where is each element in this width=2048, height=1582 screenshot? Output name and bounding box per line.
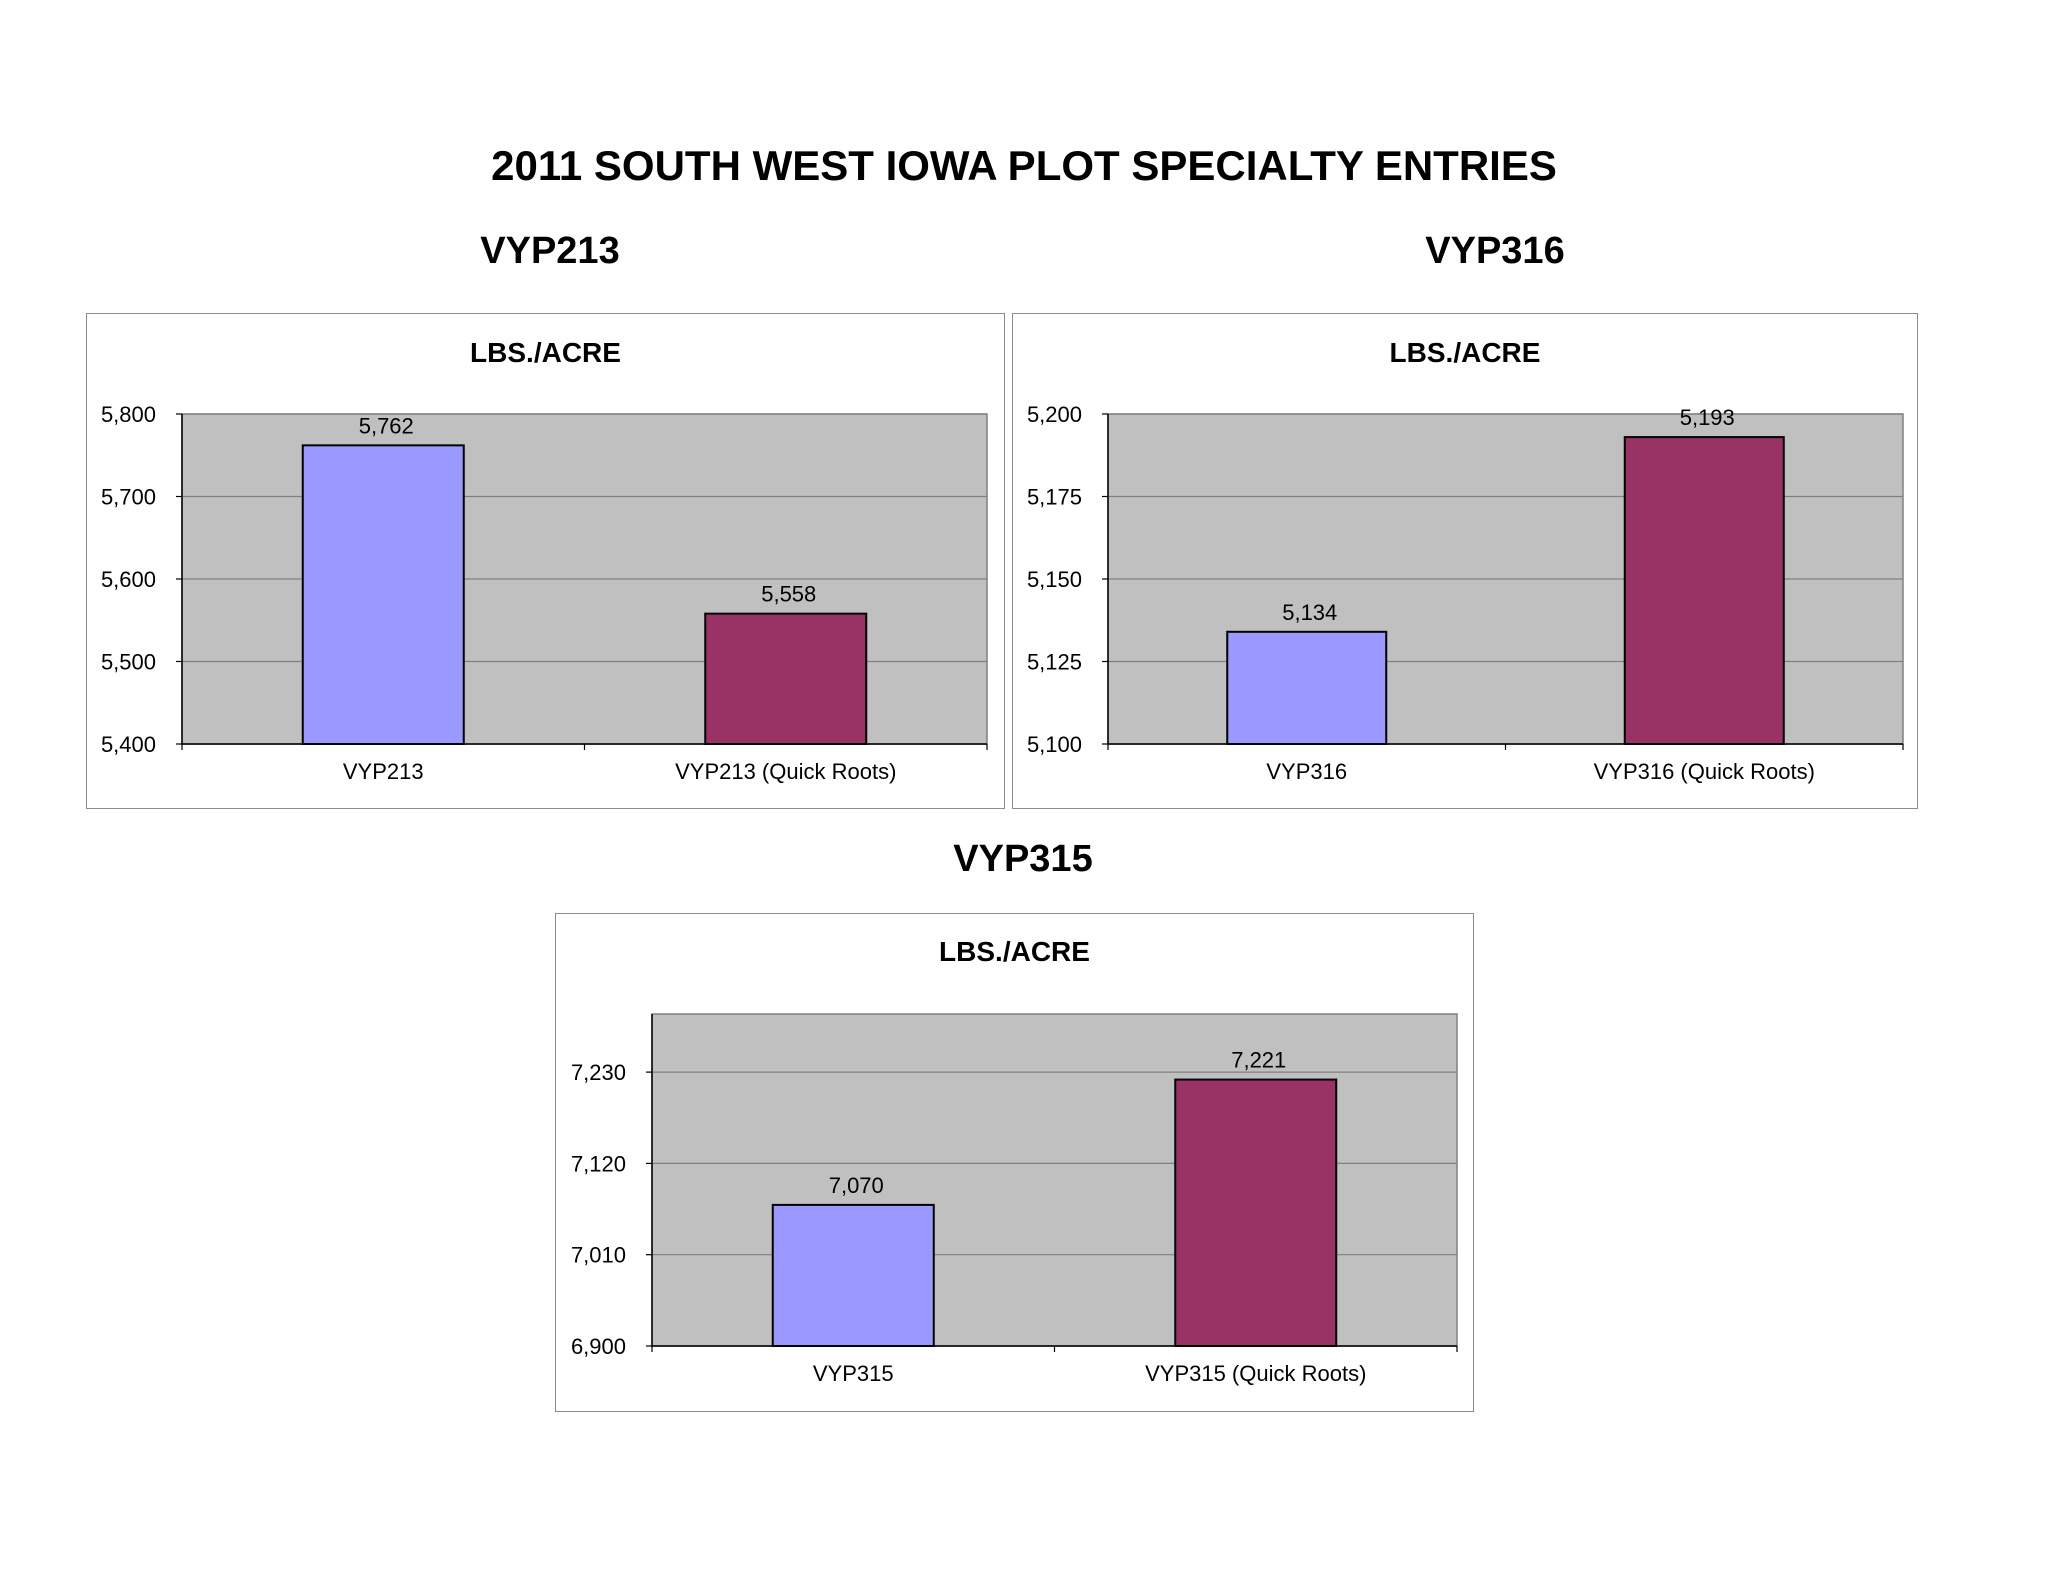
y-tick-label: 5,700 [101, 485, 156, 510]
data-label: 5,558 [761, 582, 816, 607]
bar [771, 1203, 935, 1347]
y-tick-label: 5,400 [101, 732, 156, 757]
chart-heading-vyp213: VYP213 [480, 230, 620, 272]
bar-chart-vyp315: 6,900 7,010 7,120 7,230 7,070 VYP315 7,221 VYP3… [571, 1013, 1458, 1386]
x-tick-label: VYP316 [1266, 759, 1347, 784]
bar-chart-vyp213: 5,400 5,500 5,600 5,700 5,800 5,762 VYP213 5,55… [101, 402, 988, 784]
bar [1226, 630, 1388, 745]
chart-title: LBS./ACRE [470, 337, 621, 368]
x-tick-label: VYP213 (Quick Roots) [675, 759, 896, 784]
page-title: 2011 SOUTH WEST IOWA PLOT SPECIALTY ENTR… [491, 142, 1557, 189]
x-tick-label: VYP315 (Quick Roots) [1145, 1361, 1366, 1386]
y-tick-label: 7,120 [571, 1151, 626, 1176]
chart-panel-vyp316: LBS./ACRE 5,100 5,125 5,150 5,175 5,200 5,134… [1012, 313, 1918, 809]
y-tick-label: 5,800 [101, 402, 156, 427]
y-tick-label: 7,230 [571, 1060, 626, 1085]
chart-panel-vyp315: LBS./ACRE 6,900 7,010 7,120 7,230 7,070 VYP31… [555, 913, 1474, 1412]
y-tick-label: 5,200 [1027, 402, 1082, 427]
data-label: 5,193 [1680, 405, 1735, 430]
data-label: 5,134 [1282, 600, 1337, 625]
data-label: 5,762 [359, 413, 414, 438]
x-tick-label: VYP315 [813, 1361, 894, 1386]
y-tick-label: 5,500 [101, 650, 156, 675]
y-tick-label: 5,150 [1027, 567, 1082, 592]
bar-chart-vyp316: 5,100 5,125 5,150 5,175 5,200 5,134 VYP316 5,19… [1027, 402, 1904, 784]
x-tick-label: VYP316 (Quick Roots) [1594, 759, 1815, 784]
y-tick-label: 7,010 [571, 1243, 626, 1268]
y-tick-label: 5,100 [1027, 732, 1082, 757]
y-tick-label: 6,900 [571, 1334, 626, 1359]
x-tick-label: VYP213 [343, 759, 424, 784]
chart-heading-vyp315: VYP315 [953, 838, 1093, 880]
y-tick-label: 5,175 [1027, 485, 1082, 510]
bar [1174, 1078, 1338, 1347]
chart-panel-vyp213: LBS./ACRE 5,400 5,500 5,600 5,700 5,800 5,762… [86, 313, 1005, 809]
y-tick-label: 5,125 [1027, 650, 1082, 675]
chart-title: LBS./ACRE [1389, 337, 1541, 368]
y-tick-label: 5,600 [101, 567, 156, 592]
bar [704, 612, 868, 745]
data-label: 7,221 [1231, 1048, 1286, 1073]
bar [301, 444, 465, 745]
chart-heading-vyp316: VYP316 [1425, 230, 1565, 272]
bar [1623, 436, 1785, 745]
chart-title: LBS./ACRE [939, 936, 1090, 967]
data-label: 7,070 [829, 1173, 884, 1198]
